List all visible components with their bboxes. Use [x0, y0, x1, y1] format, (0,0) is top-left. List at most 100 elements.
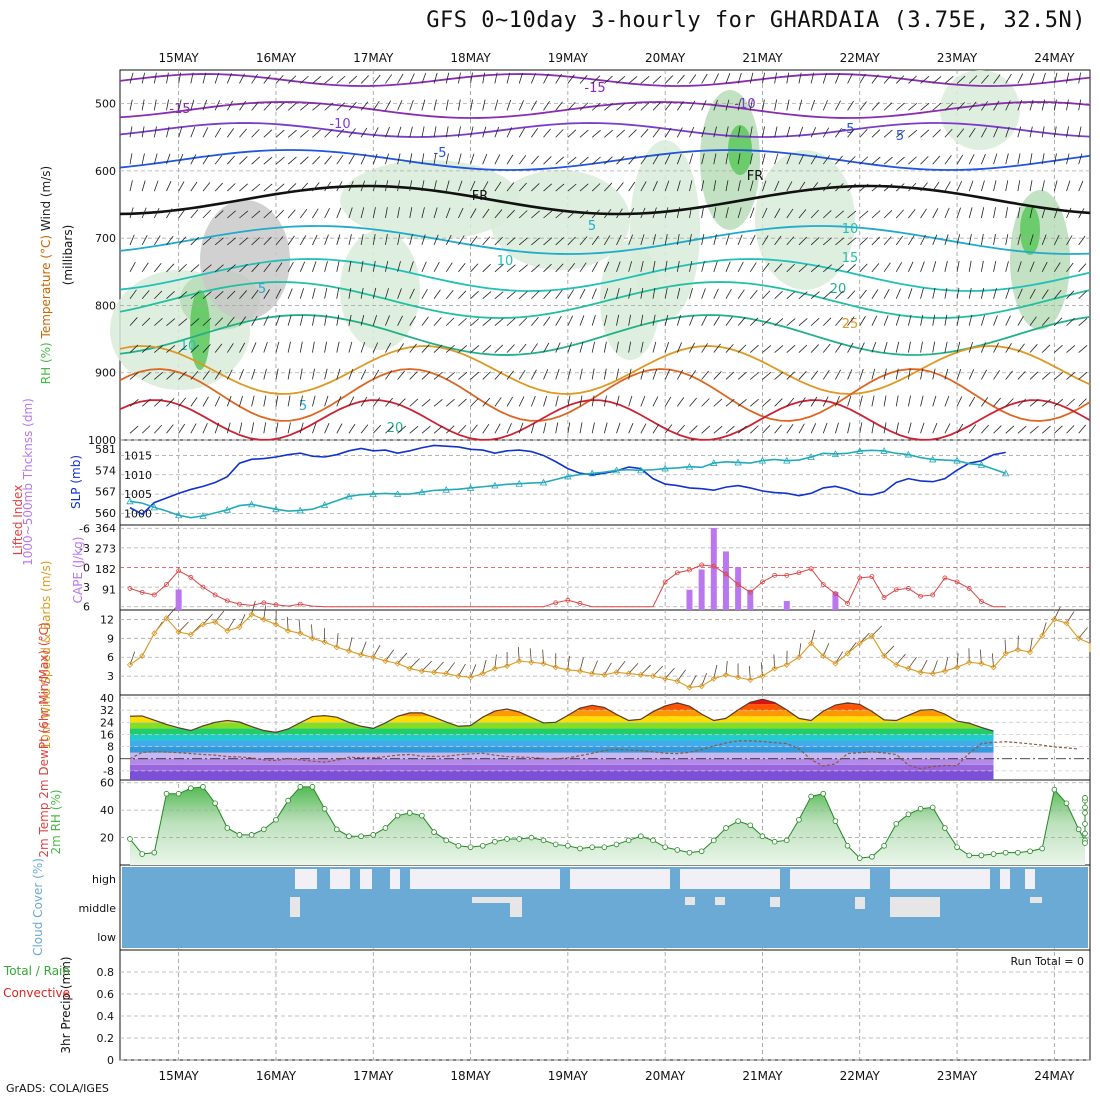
run-total-annotation: Run Total = 0 [1011, 955, 1085, 968]
wind-barb [397, 126, 402, 138]
wind-barb [895, 209, 904, 219]
date-label-top: 22MAY [840, 51, 881, 65]
li-point [833, 591, 838, 597]
wind-barb [604, 129, 613, 138]
wind-barb [847, 237, 857, 246]
wind-barb [555, 395, 559, 407]
wind-barb [458, 317, 467, 326]
wind10-barb [397, 652, 408, 664]
thickness-point [126, 497, 134, 505]
wind-barb [445, 72, 450, 84]
wind-barb [591, 156, 601, 165]
li-point [735, 582, 741, 587]
wind-barb [409, 261, 414, 272]
date-label-top: 17MAY [353, 51, 394, 65]
wind-barb [251, 73, 258, 84]
wind-barb [725, 234, 730, 246]
wind-barb [141, 425, 151, 434]
wind-barb [421, 99, 426, 111]
wind-barb [944, 128, 953, 138]
wind10-point [309, 635, 316, 642]
rh-point [1082, 821, 1088, 827]
rh-shading [940, 70, 1020, 150]
temp-ylabel: 2m Temp 2m DewPt (6hr Min/Max) (°C) [37, 622, 51, 857]
wind-barb [275, 315, 281, 326]
wind10-point [528, 659, 535, 666]
contour-label: -10 [734, 97, 755, 112]
wind-barb [652, 102, 661, 111]
wind-barb [458, 398, 467, 407]
wind10-point [1014, 646, 1021, 653]
li-point [723, 571, 729, 577]
rh-point [613, 841, 620, 848]
wind-barb [640, 261, 644, 272]
pressure-tick-label: 700 [95, 232, 116, 245]
wind-barb [153, 235, 161, 246]
li-point [200, 584, 206, 590]
isotherm-35 [119, 399, 1091, 441]
wind-barb [847, 290, 856, 299]
wind-barb [1029, 207, 1033, 219]
wind10-point [722, 671, 730, 678]
wind-barb [871, 342, 877, 353]
wind-barb [762, 262, 770, 273]
wind-barb [178, 318, 188, 326]
rh-point [297, 784, 304, 790]
wind-barb [822, 370, 830, 380]
wind-barb [895, 395, 899, 407]
wind10-point [783, 661, 790, 668]
wind10-point [272, 621, 280, 628]
wind-barb [190, 344, 199, 353]
temp-band [130, 734, 994, 741]
wind-barb [299, 314, 304, 326]
date-label-bottom: 19MAY [548, 1069, 589, 1083]
thickness-point [539, 478, 548, 486]
wind-barb [895, 129, 905, 138]
wind-barb [263, 183, 273, 192]
wind-barb [944, 75, 954, 84]
wind-barb [786, 99, 790, 111]
wind-barb [1078, 398, 1087, 407]
wind10-point [516, 657, 523, 665]
wind-barb [153, 207, 160, 219]
date-label-top: 20MAY [645, 51, 686, 65]
temp-tick-label: 32 [100, 704, 114, 717]
wind-barb [567, 210, 577, 219]
wind-barb [628, 234, 634, 246]
wind-barb [348, 234, 352, 246]
wind-barb [640, 395, 646, 407]
rh-point [492, 838, 498, 845]
cloud-gap-middle [890, 897, 940, 917]
wind10-ylabel: 10m Wind Speed & Barbs (m/s) [39, 561, 53, 750]
rh-point [966, 852, 973, 859]
wind-barb [749, 207, 755, 219]
wind-barb [993, 315, 998, 326]
wind-barb [652, 341, 657, 353]
wind-barb [664, 424, 673, 434]
wind-barb [226, 343, 234, 353]
wind-barb [689, 207, 692, 219]
wind-barb [567, 315, 574, 326]
wind-barb [883, 183, 893, 192]
wind-barb [676, 397, 685, 407]
wind-barb [628, 181, 636, 192]
li-point [893, 587, 899, 593]
wind-barb [981, 127, 987, 138]
contour-label: -5 [434, 146, 447, 161]
wind10-point [212, 618, 219, 626]
wind-barb [908, 368, 911, 380]
wind-barb [154, 424, 163, 434]
wind-barb [823, 264, 832, 273]
wind-barb [372, 369, 380, 380]
wind-barb [847, 100, 854, 111]
wind-barb [956, 75, 966, 84]
rh-shading [200, 200, 290, 320]
wind-barb [397, 315, 403, 326]
wind-barb [506, 209, 515, 219]
wind-barb [774, 153, 779, 165]
wind-barb [628, 423, 634, 434]
wind-barb [518, 100, 525, 111]
wind10-point [564, 666, 571, 673]
contour-label: 5 [299, 399, 307, 414]
wind-barb [445, 180, 450, 192]
